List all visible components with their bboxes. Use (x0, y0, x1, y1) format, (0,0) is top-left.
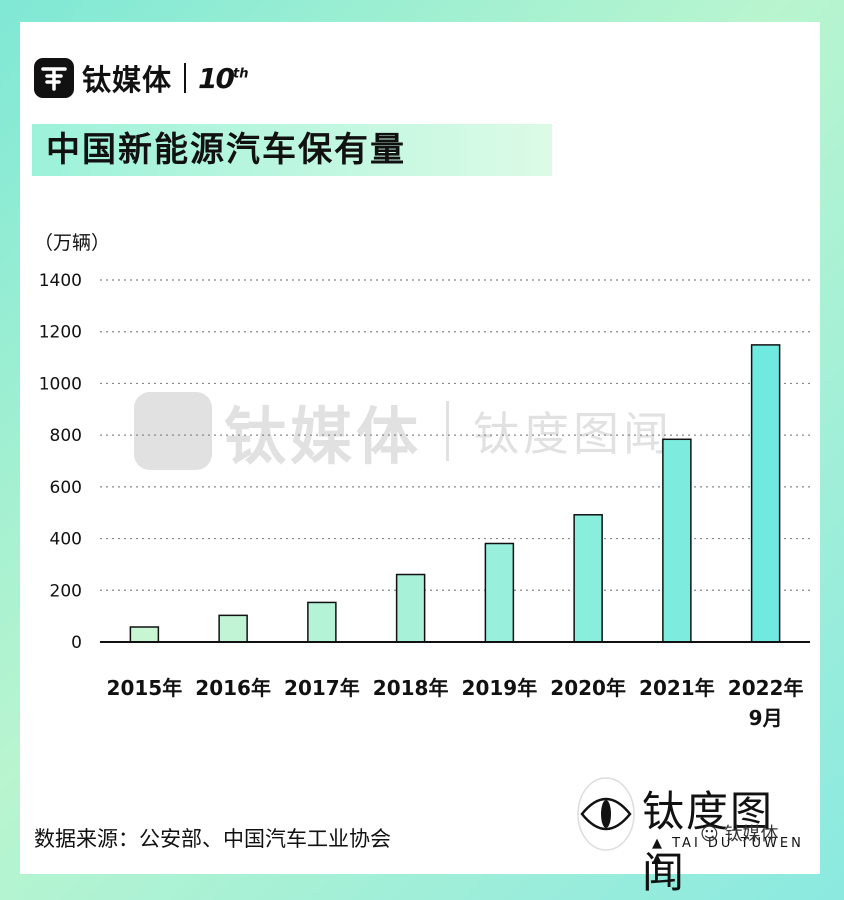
eye-icon (577, 777, 635, 851)
x-category-label: 2021年 (639, 676, 715, 700)
y-tick-label: 800 (50, 426, 82, 446)
bar (395, 573, 426, 643)
bar (307, 601, 337, 643)
watermark-name2: 钛度图闻 (473, 407, 674, 461)
watermark-name: 钛媒体 (224, 400, 423, 473)
bar (129, 626, 160, 643)
brand-divider (184, 63, 187, 93)
y-tick-label: 1000 (39, 374, 82, 394)
watermark-divider (446, 401, 450, 461)
x-category-label: 9月 (749, 706, 783, 730)
tdtw-name: 钛度图闻 (642, 787, 775, 897)
ti-logo-icon (34, 58, 74, 98)
bar (573, 514, 603, 643)
bar-chart: 0 200 400 600 800 1000 1200 1400 2015年 2016年 2017年… (39, 271, 810, 730)
brand-header: 钛媒体 10th (34, 56, 248, 100)
x-category-label: 2015年 (107, 676, 183, 700)
title-highlight (32, 124, 552, 176)
y-tick-label: 200 (50, 581, 82, 601)
x-category-label: 2020年 (550, 676, 626, 700)
brand-name: 钛媒体 (82, 63, 173, 97)
y-tick-label: 0 (71, 633, 82, 653)
x-category-label: 2016年 (195, 676, 271, 700)
y-tick-label: 1200 (39, 323, 82, 343)
tdtw-logo: 钛度图闻 ▲ TAI DU TUWEN ▲ (576, 774, 816, 897)
brand-anniversary: 10th (198, 61, 249, 95)
watermark: 钛媒体 钛度图闻 (134, 386, 673, 476)
bar (218, 614, 248, 643)
y-axis-unit: （万辆） (34, 232, 111, 254)
bar (662, 438, 692, 643)
x-category-label: 2018年 (373, 676, 449, 700)
y-tick-label: 1400 (39, 271, 82, 291)
chart-card: 钛媒体 10th 中国新能源汽车保有量 （万辆） 钛媒体 钛度图闻 0 200 40… (20, 22, 820, 897)
wechat-label: ☺ 钛媒体 (700, 820, 779, 846)
tdtw-sub: ▲ TAI DU TUWEN ▲ (652, 836, 804, 866)
x-category-label: 2022年 (728, 676, 804, 700)
x-category-label: 2019年 (462, 676, 538, 700)
page-title: 中国新能源汽车保有量 (46, 130, 406, 170)
bar (750, 344, 781, 643)
data-source: 数据来源：公安部、中国汽车工业协会 (34, 827, 391, 851)
watermark-logo-icon (134, 392, 212, 470)
y-tick-label: 600 (50, 478, 82, 498)
bar (484, 542, 515, 643)
x-category-label: 2017年 (284, 676, 360, 700)
wechat-icon: ☺ (700, 824, 719, 845)
wechat-name: 钛媒体 (724, 824, 779, 845)
y-tick-label: 400 (50, 530, 82, 550)
